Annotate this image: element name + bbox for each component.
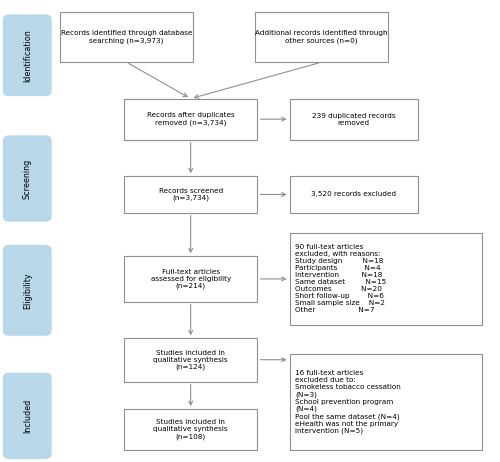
- FancyBboxPatch shape: [124, 338, 258, 382]
- FancyBboxPatch shape: [290, 98, 418, 140]
- Text: Records identified through database
searching (n=3,973): Records identified through database sear…: [60, 30, 192, 44]
- Text: Records after duplicates
removed (n=3,734): Records after duplicates removed (n=3,73…: [147, 112, 234, 126]
- Text: Studies included in
qualitative synthesis
(n=108): Studies included in qualitative synthesi…: [154, 419, 228, 440]
- FancyBboxPatch shape: [290, 354, 482, 450]
- FancyBboxPatch shape: [3, 14, 51, 96]
- FancyBboxPatch shape: [124, 256, 258, 302]
- Text: Eligibility: Eligibility: [23, 272, 32, 309]
- Text: Identification: Identification: [23, 29, 32, 82]
- Text: 3,520 records excluded: 3,520 records excluded: [312, 191, 396, 197]
- FancyBboxPatch shape: [3, 245, 51, 336]
- Text: Studies included in
qualitative synthesis
(n=124): Studies included in qualitative synthesi…: [154, 350, 228, 370]
- Text: Additional records identified through
other sources (n=0): Additional records identified through ot…: [256, 30, 388, 44]
- FancyBboxPatch shape: [3, 373, 51, 459]
- FancyBboxPatch shape: [124, 98, 258, 140]
- Text: Full-text articles
assessed for eligibility
(n=214): Full-text articles assessed for eligibil…: [150, 269, 231, 289]
- FancyBboxPatch shape: [60, 12, 193, 62]
- Text: 239 duplicated records
removed: 239 duplicated records removed: [312, 113, 396, 126]
- FancyBboxPatch shape: [290, 176, 418, 213]
- FancyBboxPatch shape: [124, 176, 258, 213]
- FancyBboxPatch shape: [3, 135, 51, 222]
- Text: 90 full-text articles
excluded, with reasons:
Study design         N=18
Particip: 90 full-text articles excluded, with rea…: [296, 244, 386, 313]
- FancyBboxPatch shape: [290, 233, 482, 325]
- Text: Screening: Screening: [23, 158, 32, 199]
- Text: 16 full-text articles
excluded due to:
Smokeless tobacco cessation
(N=3)
School : 16 full-text articles excluded due to: S…: [296, 370, 401, 434]
- FancyBboxPatch shape: [255, 12, 388, 62]
- FancyBboxPatch shape: [124, 409, 258, 450]
- Text: Records screened
(n=3,734): Records screened (n=3,734): [158, 188, 223, 201]
- Text: Included: Included: [23, 399, 32, 433]
